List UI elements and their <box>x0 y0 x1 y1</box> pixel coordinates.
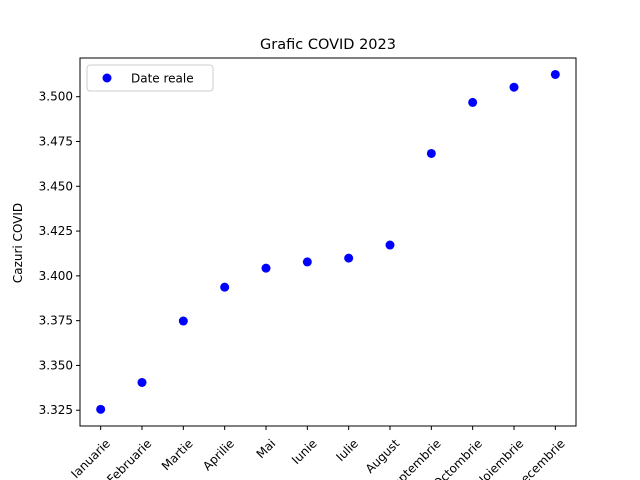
plot-area-frame <box>79 57 577 427</box>
data-point <box>509 82 519 92</box>
data-point <box>385 240 395 250</box>
data-point <box>426 148 436 158</box>
scatter-series <box>96 69 560 414</box>
y-tick-label: 3.500 <box>39 90 73 104</box>
x-tick-label: Aprilie <box>200 436 237 473</box>
data-point <box>220 282 230 292</box>
y-tick-label: 3.425 <box>39 224 73 238</box>
y-tick-label: 3.350 <box>39 358 73 372</box>
legend-box <box>86 64 214 92</box>
data-point <box>137 377 147 387</box>
x-tick-label: Iunie <box>289 436 320 467</box>
data-point <box>178 316 188 326</box>
legend-marker <box>102 73 112 83</box>
y-tick-label: 3.475 <box>39 134 73 148</box>
data-point <box>302 257 312 267</box>
x-tick-label: Februarie <box>104 436 154 480</box>
y-tick-label: 3.450 <box>39 179 73 193</box>
legend: Date reale <box>86 64 214 92</box>
data-point <box>550 69 560 79</box>
y-axis-ticks: 3.325 3.350 3.375 3.400 3.425 3.450 3.475 3.500 <box>39 90 80 417</box>
data-point <box>96 404 106 414</box>
chart-title: Grafic COVID 2023 <box>260 37 396 53</box>
x-tick-label: Mai <box>254 436 279 461</box>
x-tick-label: Iulie <box>333 436 361 464</box>
data-point <box>344 253 354 263</box>
x-tick-label: August <box>363 436 403 476</box>
data-point <box>468 97 478 107</box>
y-tick-label: 3.400 <box>39 269 73 283</box>
y-tick-label: 3.325 <box>39 403 73 417</box>
y-axis-label: Cazuri COVID <box>11 203 25 283</box>
x-tick-label: Martie <box>159 436 196 473</box>
data-point <box>261 263 271 273</box>
legend-label: Date reale <box>131 72 194 86</box>
y-tick-label: 3.375 <box>39 314 73 328</box>
